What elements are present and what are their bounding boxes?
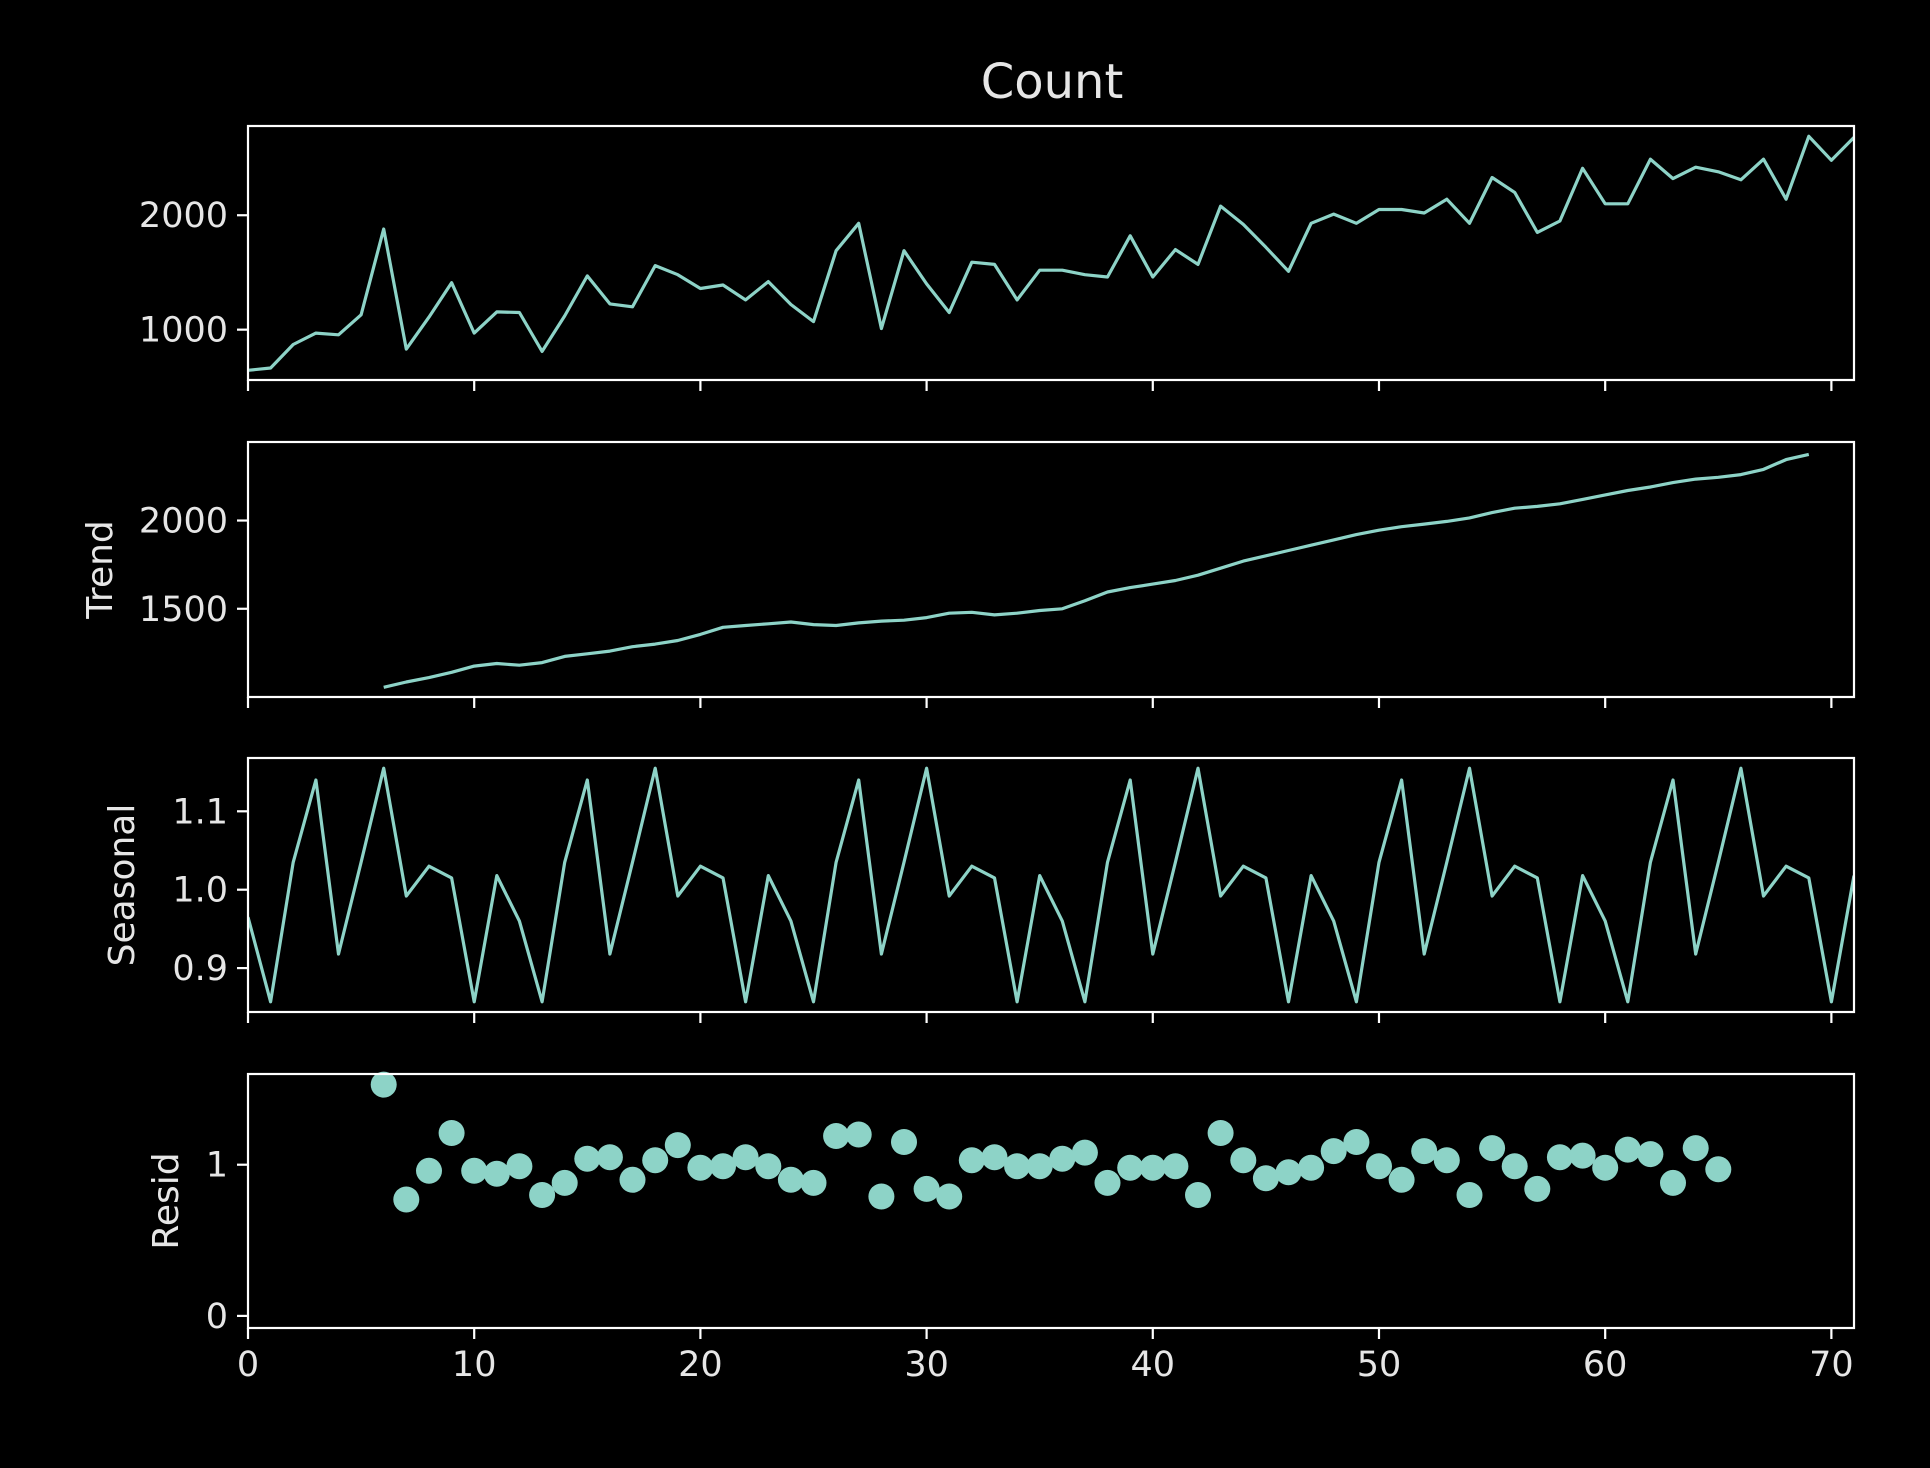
resid-point bbox=[619, 1166, 646, 1193]
resid-point bbox=[1139, 1154, 1166, 1181]
resid-point bbox=[800, 1169, 827, 1196]
chart-title: Count bbox=[981, 54, 1124, 110]
resid-point bbox=[438, 1120, 465, 1146]
resid-point bbox=[1230, 1147, 1257, 1174]
x-tick-label: 10 bbox=[452, 1345, 497, 1385]
y-axis-label-trend: Trend bbox=[80, 520, 121, 620]
resid-point bbox=[1207, 1120, 1234, 1146]
resid-point bbox=[1682, 1135, 1709, 1162]
resid-point bbox=[596, 1144, 623, 1171]
resid-point bbox=[551, 1169, 578, 1196]
resid-point bbox=[1185, 1182, 1211, 1208]
resid-point bbox=[958, 1147, 985, 1174]
resid-point bbox=[461, 1157, 488, 1184]
x-tick-label: 50 bbox=[1357, 1345, 1402, 1385]
resid-point bbox=[913, 1175, 940, 1202]
resid-point bbox=[416, 1157, 442, 1184]
resid-point bbox=[1071, 1139, 1098, 1166]
resid-point bbox=[777, 1166, 804, 1193]
y-tick-label: 1.0 bbox=[172, 871, 228, 911]
y-tick-label: 2000 bbox=[139, 196, 228, 236]
panel-trend: 1500 2000 Trend bbox=[80, 440, 1856, 708]
resid-point bbox=[664, 1132, 691, 1159]
x-tick-label: 30 bbox=[904, 1345, 949, 1385]
resid-point bbox=[1546, 1144, 1573, 1171]
axes-frame bbox=[246, 756, 1856, 1014]
resid-point bbox=[1569, 1142, 1596, 1169]
resid-point bbox=[1592, 1154, 1619, 1181]
resid-point bbox=[1479, 1135, 1506, 1162]
resid-point bbox=[574, 1145, 601, 1172]
resid-point bbox=[1275, 1159, 1302, 1186]
y-tick-label: 2000 bbox=[139, 502, 228, 542]
y-tick-label: 0.9 bbox=[172, 949, 228, 989]
resid-point bbox=[1026, 1153, 1053, 1180]
resid-point bbox=[1117, 1154, 1144, 1181]
resid-point bbox=[483, 1160, 510, 1187]
y-tick-label: 1000 bbox=[139, 311, 228, 351]
resid-point bbox=[1614, 1136, 1641, 1163]
resid-point bbox=[710, 1153, 736, 1180]
panel-seasonal: 0.9 1.0 1.1 Seasonal bbox=[102, 756, 1856, 1023]
x-tick-label: 20 bbox=[678, 1345, 723, 1385]
resid-point bbox=[936, 1183, 963, 1210]
resid-point bbox=[981, 1144, 1008, 1171]
y-axis-label-seasonal: Seasonal bbox=[102, 804, 143, 967]
resid-point bbox=[1433, 1147, 1460, 1174]
axes-frame bbox=[246, 1072, 1856, 1330]
resid-point bbox=[1456, 1182, 1483, 1208]
resid-point bbox=[1049, 1145, 1076, 1172]
x-tick-label: 70 bbox=[1809, 1345, 1854, 1385]
resid-point bbox=[868, 1183, 895, 1210]
resid-point bbox=[1162, 1153, 1189, 1180]
x-tick-label: 60 bbox=[1583, 1345, 1628, 1385]
resid-point bbox=[755, 1153, 782, 1180]
resid-point bbox=[1366, 1153, 1392, 1180]
axes-frame bbox=[246, 440, 1856, 699]
resid-point bbox=[1004, 1153, 1031, 1180]
resid-point bbox=[506, 1153, 533, 1180]
resid-point bbox=[1660, 1169, 1686, 1196]
resid-point bbox=[891, 1129, 917, 1155]
resid-point bbox=[1320, 1138, 1347, 1165]
series-line-seasonal bbox=[248, 766, 1854, 1004]
y-tick-label: 1.1 bbox=[172, 792, 228, 832]
y-tick-label: 1500 bbox=[139, 590, 228, 630]
panels: 1000200015002000Trend0.91.01.1Seasonal01… bbox=[80, 124, 1856, 1385]
resid-point bbox=[1252, 1165, 1279, 1192]
resid-point bbox=[1705, 1156, 1732, 1183]
resid-point bbox=[1524, 1175, 1551, 1202]
resid-point bbox=[370, 1071, 397, 1098]
resid-point bbox=[642, 1147, 669, 1174]
resid-point bbox=[823, 1123, 850, 1149]
x-tick-label: 40 bbox=[1131, 1345, 1176, 1385]
resid-point bbox=[393, 1186, 420, 1213]
resid-point bbox=[687, 1154, 714, 1181]
resid-point bbox=[1094, 1169, 1121, 1196]
series-line-trend bbox=[383, 452, 1810, 689]
axes-frame bbox=[246, 124, 1856, 382]
resid-points bbox=[370, 1071, 1732, 1213]
panel-observed: 1000 2000 bbox=[139, 124, 1856, 391]
resid-point bbox=[1501, 1153, 1528, 1180]
y-tick-label: 0 bbox=[206, 1297, 228, 1337]
resid-point bbox=[1298, 1154, 1325, 1181]
resid-point bbox=[732, 1144, 759, 1171]
resid-point bbox=[1388, 1166, 1415, 1193]
series-line-observed bbox=[248, 134, 1854, 372]
resid-point bbox=[1637, 1141, 1664, 1168]
resid-point bbox=[529, 1182, 556, 1208]
resid-point bbox=[1411, 1138, 1438, 1165]
resid-point bbox=[1343, 1129, 1370, 1155]
x-tick-label: 0 bbox=[237, 1345, 259, 1385]
resid-point bbox=[845, 1121, 872, 1148]
y-axis-label-resid: Resid bbox=[146, 1152, 187, 1249]
y-tick-label: 1 bbox=[206, 1146, 228, 1186]
